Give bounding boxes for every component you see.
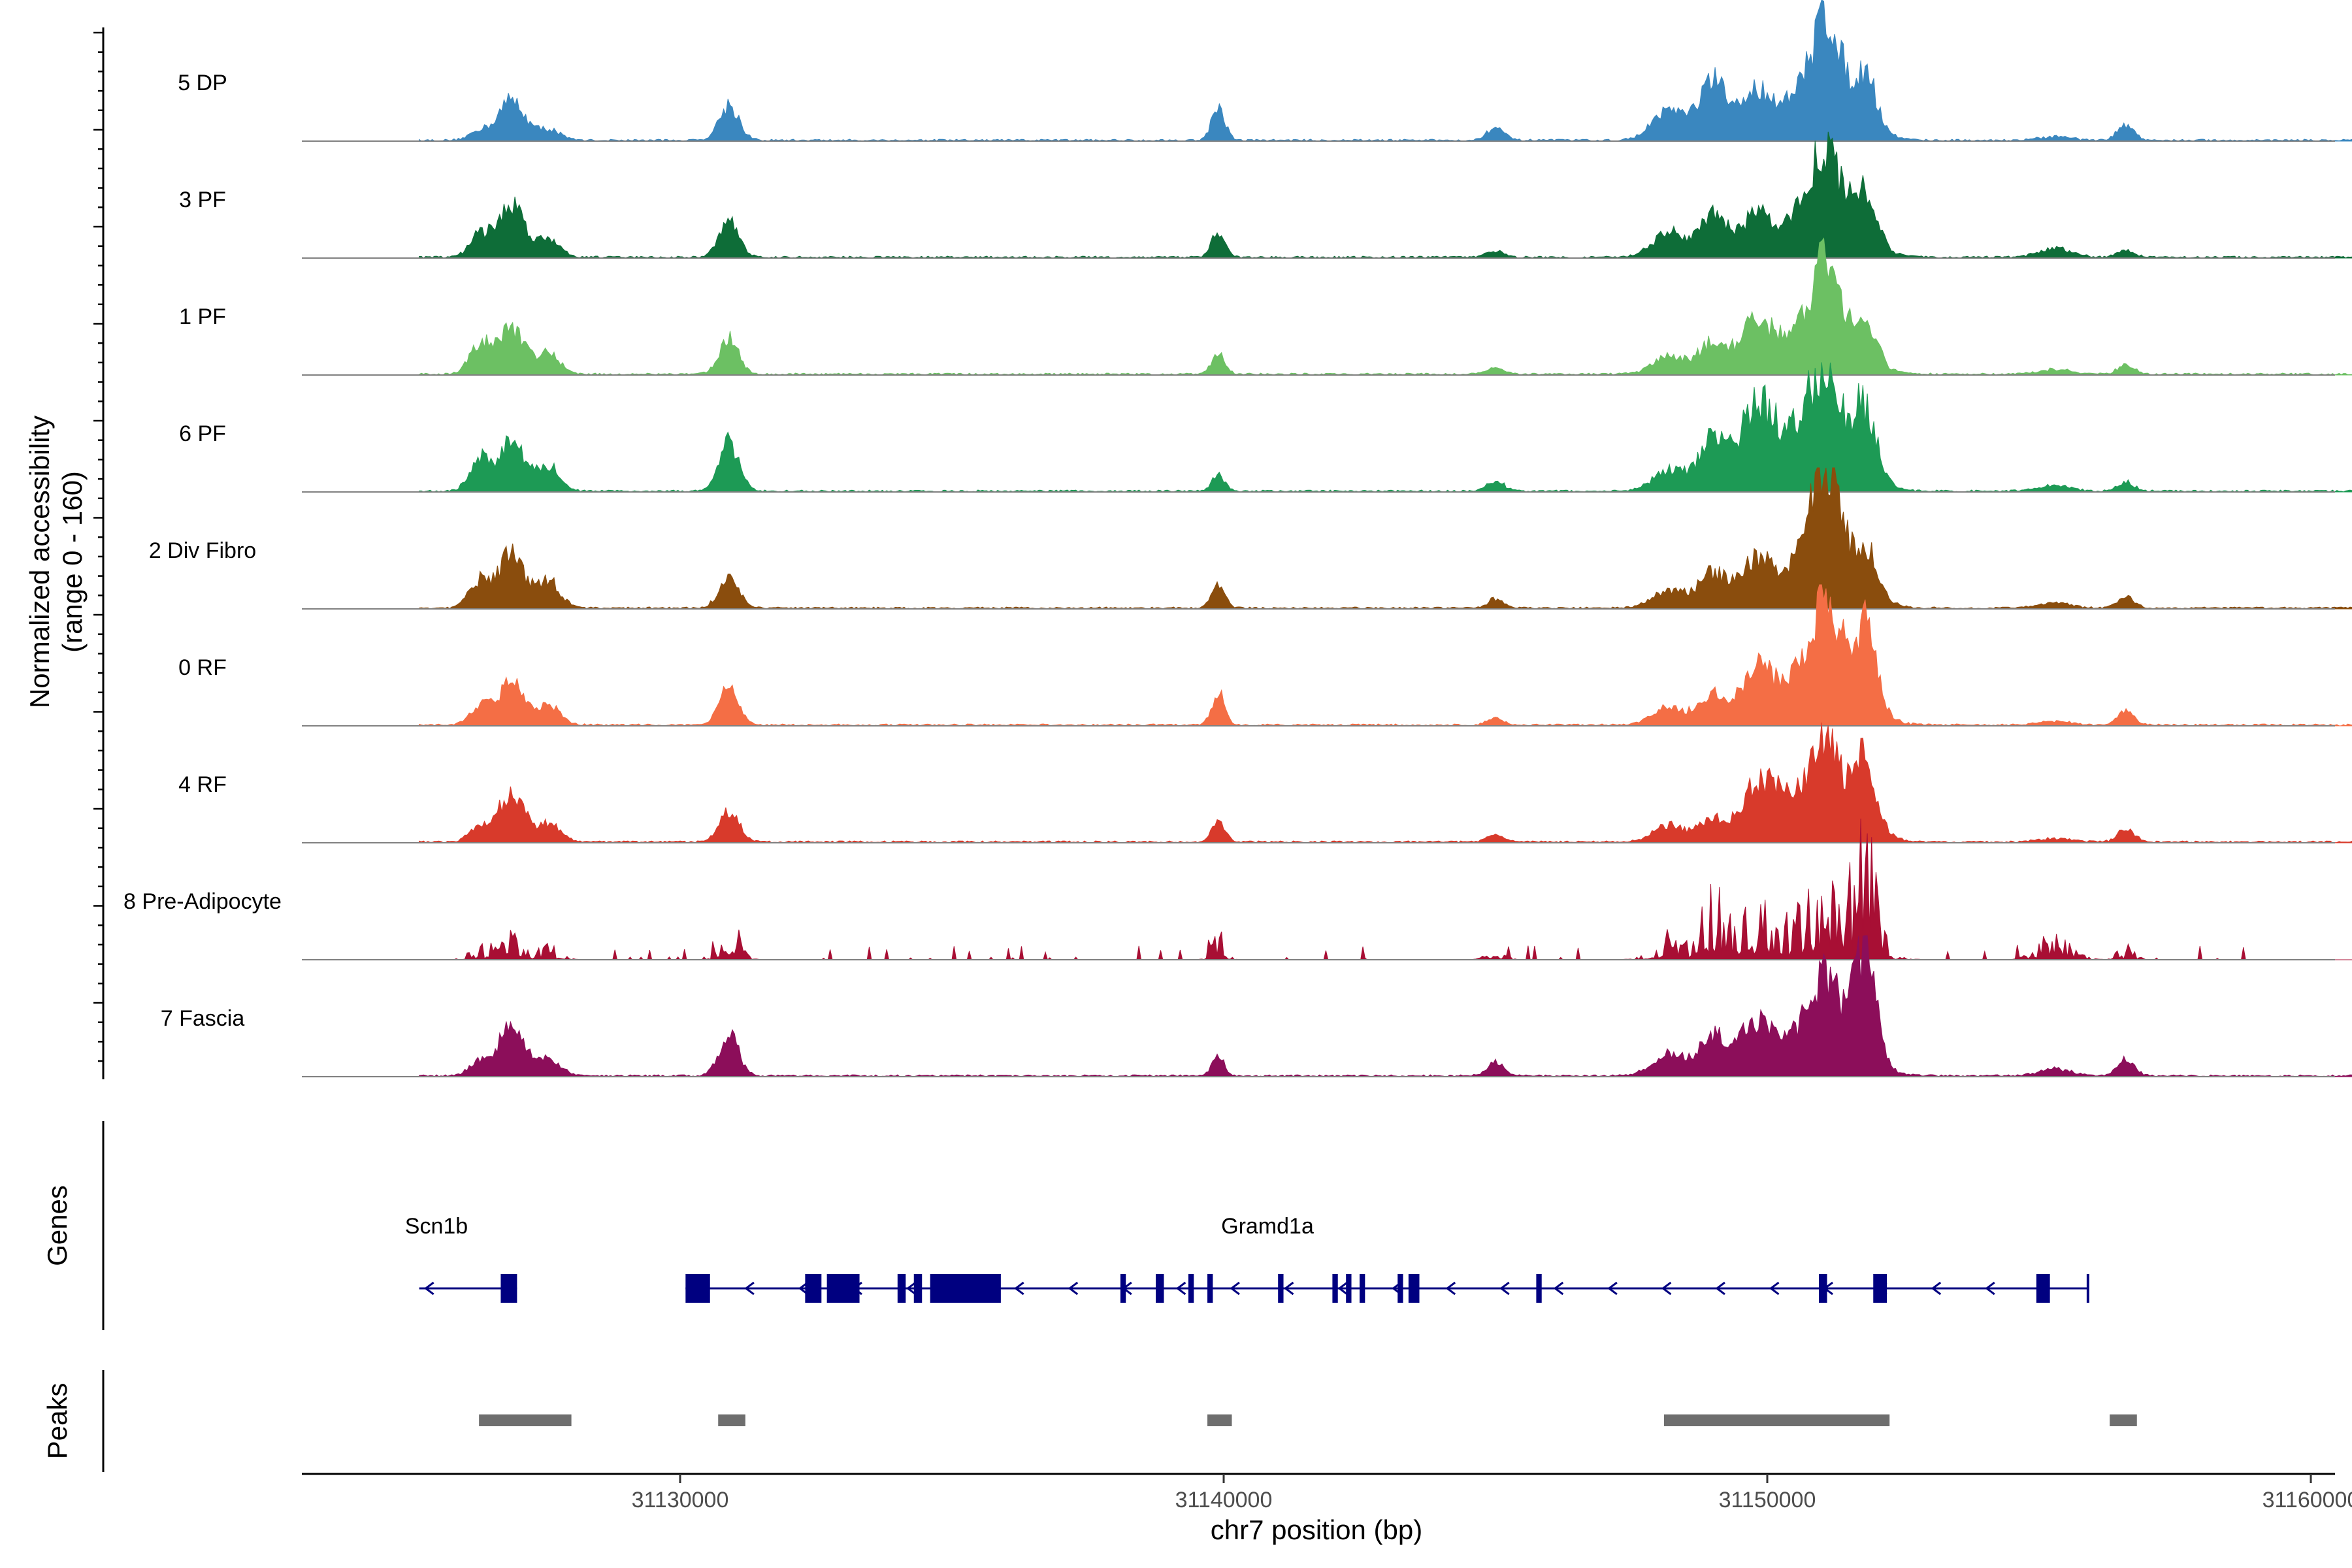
gene-name-label: Gramd1a [1221,1214,1314,1239]
y-axis [93,27,105,1079]
track-label: 2 Div Fibro [149,538,256,563]
coverage-area [419,131,2352,259]
strand-arrow [1499,1281,1510,1296]
strand-arrow [1014,1281,1024,1296]
strand-arrow [1445,1281,1456,1296]
exon-block [930,1274,1001,1303]
genes-panel-title: Genes [42,1185,73,1266]
exon-block [1346,1274,1352,1303]
track-4-rf: 4 RF [178,722,2352,843]
x-tick-label: 31130000 [632,1488,729,1512]
track-label: 8 Pre-Adipocyte [123,889,282,914]
track-8-pre-adipocyte: 8 Pre-Adipocyte [123,818,2352,961]
track-label: 6 PF [179,421,226,446]
peak-region [718,1414,745,1426]
track-2-div-fibro: 2 Div Fibro [149,467,2352,610]
track-label: 7 Fascia [161,1006,245,1031]
track-7-fascia: 7 Fascia [161,935,2352,1077]
strand-arrow [1715,1281,1725,1296]
strand-arrow [906,1281,917,1296]
exon-block [1332,1274,1338,1303]
track-3-pf: 3 PF [179,131,2352,259]
x-axis-title: chr7 position (bp) [1211,1514,1423,1545]
strand-arrow [1769,1281,1780,1296]
exon-block [913,1274,923,1303]
strand-arrow [1283,1281,1294,1296]
exon-block [805,1274,822,1303]
coverage-area [419,237,2352,376]
track-label: 3 PF [179,188,226,212]
x-axis: 31130000 31140000 31150000 31160000 [302,1473,2352,1512]
exon-block [826,1274,860,1303]
exon-block [1188,1274,1194,1303]
x-tick-label: 31140000 [1175,1488,1273,1512]
x-tick-label: 31150000 [1719,1488,1816,1512]
track-6-pf: 6 PF [179,362,2352,493]
strand-arrow [1230,1281,1240,1296]
peak-region [1207,1414,1232,1426]
strand-arrow [744,1281,755,1296]
exon-block [1360,1274,1365,1303]
exon-block [1819,1274,1827,1303]
strand-arrow [1661,1281,1672,1296]
gene-annotation-panel: Genes Scn1b Gramd1a [42,1121,2089,1330]
coverage-area [419,0,2352,142]
track-1-pf: 1 PF [179,237,2352,376]
coverage-area [419,362,2352,493]
track-label: 1 PF [179,304,226,329]
strand-arrow [1175,1281,1186,1296]
peak-region [1663,1414,1890,1426]
strand-arrow [1985,1281,1995,1296]
strand-arrow [424,1281,434,1296]
peaks-panel-title: Peaks [42,1383,73,1460]
track-label: 4 RF [178,772,227,797]
peaks-panel: Peaks [42,1370,2137,1472]
coverage-tracks: 5 DP 3 PF 1 PF 6 PF 2 Div Fibro 0 RF 4 RF 8 Pre… [123,0,2352,1077]
strand-arrow [1068,1281,1079,1296]
track-label: 0 RF [178,655,227,680]
exon-block [1156,1274,1164,1303]
exon-block [897,1274,906,1303]
strand-arrow [1337,1281,1348,1296]
exon-block [1207,1274,1213,1303]
peak-region [2110,1414,2137,1426]
peak-region [479,1414,572,1426]
gene-scn1b: Scn1b [405,1214,517,1303]
exon-block [1873,1274,1887,1303]
track-5-dp: 5 DP [178,0,2352,142]
coverage-area [419,722,2352,843]
strand-arrow [1553,1281,1564,1296]
exon-block [1408,1274,1420,1303]
exon-block [500,1274,517,1303]
exon-block [685,1274,710,1303]
exon-block [1120,1274,1126,1303]
x-tick-label: 31160000 [2262,1488,2352,1512]
gene-gramd1a: Gramd1a [685,1214,2089,1303]
y-axis-title: Normalized accessibility [24,416,55,708]
track-label: 5 DP [178,71,227,95]
strand-arrow [1931,1281,1942,1296]
gene-name-label: Scn1b [405,1214,468,1239]
strand-arrow [1607,1281,1618,1296]
exon-block [1536,1274,1542,1303]
exon-block [2036,1274,2050,1303]
exon-block [1397,1274,1403,1303]
track-0-rf: 0 RF [178,584,2352,727]
exon-block [1278,1274,1284,1303]
y-axis-subtitle: (range 0 - 160) [57,471,88,653]
